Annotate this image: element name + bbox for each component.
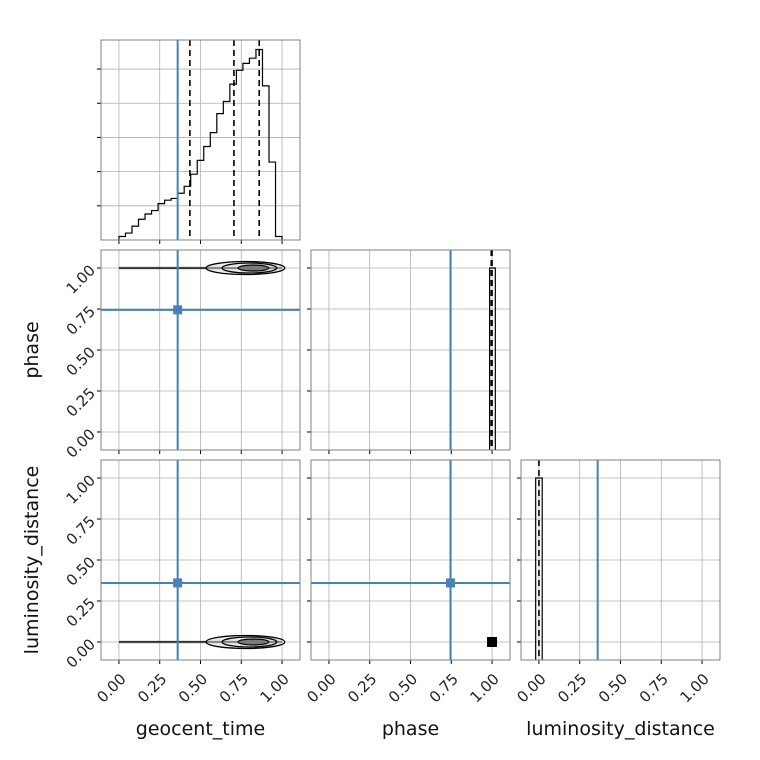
scatter-phase-luminosity-distance-grid <box>311 460 510 660</box>
scatter-phase-luminosity-distance-xticklabel-3: 0.75 <box>426 670 462 706</box>
hist-phase-step <box>489 267 496 450</box>
scatter-geocent-time-luminosity-distance-yticklabel-2: 0.50 <box>63 553 99 589</box>
hist-luminosity-distance-xticklabel-0: 0.00 <box>513 670 549 706</box>
scatter-phase-luminosity-distance-point <box>487 636 498 647</box>
hist-luminosity-distance-frame <box>520 459 721 661</box>
hist-luminosity-distance-xticklabel-1: 0.25 <box>554 670 590 706</box>
scatter-phase-luminosity-distance-xticklabel-4: 1.00 <box>466 670 502 706</box>
scatter-geocent-time-luminosity-distance-contour-inner <box>237 638 270 646</box>
scatter-phase-luminosity-distance-frame <box>310 459 511 661</box>
scatter-geocent-time-luminosity-distance-yticklabel-4: 1.00 <box>63 471 99 507</box>
hist-geocent-time-grid <box>118 40 283 240</box>
hist-luminosity-distance-xticklabel-4: 1.00 <box>676 670 712 706</box>
hist-phase-frame <box>310 249 511 451</box>
scatter-geocent-time-phase-yticklabel-2: 0.50 <box>63 343 99 379</box>
hist-geocent-time-step <box>118 48 283 240</box>
hist-luminosity-distance-step <box>535 477 543 660</box>
scatter-geocent-time-phase-contour-inner <box>237 264 270 272</box>
hist-geocent-time-frame <box>100 39 301 241</box>
ylabel-phase: phase <box>21 321 43 378</box>
scatter-geocent-time-phase-yticklabel-3: 0.75 <box>63 302 99 338</box>
hist-phase-grid <box>311 250 510 450</box>
scatter-geocent-time-luminosity-distance-grid <box>101 460 300 660</box>
scatter-geocent-time-luminosity-distance-xticklabel-4: 1.00 <box>256 670 292 706</box>
scatter-geocent-time-luminosity-distance-truth-marker <box>173 578 183 588</box>
xlabel-phase: phase <box>382 718 439 740</box>
scatter-geocent-time-luminosity-distance-xticklabel-1: 0.25 <box>134 670 170 706</box>
scatter-geocent-time-phase-frame <box>100 249 301 451</box>
scatter-geocent-time-phase-yticklabel-0: 0.00 <box>63 425 99 461</box>
hist-luminosity-distance-grid <box>521 460 720 660</box>
scatter-geocent-time-phase-grid <box>101 250 300 450</box>
hist-luminosity-distance-xticklabel-3: 0.75 <box>636 670 672 706</box>
scatter-geocent-time-luminosity-distance-xticklabel-0: 0.00 <box>93 670 129 706</box>
scatter-phase-luminosity-distance-truth-marker <box>445 578 455 588</box>
scatter-geocent-time-luminosity-distance-xticklabel-2: 0.50 <box>175 670 211 706</box>
scatter-phase-luminosity-distance-xticklabel-0: 0.00 <box>303 670 339 706</box>
hist-luminosity-distance-xticklabel-2: 0.50 <box>595 670 631 706</box>
scatter-phase-luminosity-distance-xticklabel-1: 0.25 <box>344 670 380 706</box>
xlabel-luminosity-distance: luminosity_distance <box>526 718 715 740</box>
scatter-geocent-time-luminosity-distance-yticklabel-3: 0.75 <box>63 512 99 548</box>
scatter-geocent-time-luminosity-distance-xticklabel-3: 0.75 <box>216 670 252 706</box>
scatter-geocent-time-luminosity-distance-contour-mid <box>221 636 278 648</box>
scatter-geocent-time-luminosity-distance-frame <box>100 459 301 661</box>
scatter-geocent-time-luminosity-distance-yticklabel-1: 0.25 <box>63 594 99 630</box>
scatter-geocent-time-luminosity-distance-yticklabel-0: 0.00 <box>63 635 99 671</box>
scatter-geocent-time-phase-truth-marker <box>173 305 183 315</box>
scatter-geocent-time-phase-yticklabel-1: 0.25 <box>63 384 99 420</box>
xlabel-geocent-time: geocent_time <box>136 718 265 740</box>
scatter-geocent-time-phase-yticklabel-4: 1.00 <box>63 261 99 297</box>
scatter-phase-luminosity-distance-xticklabel-2: 0.50 <box>385 670 421 706</box>
scatter-geocent-time-phase-contour-mid <box>221 262 278 274</box>
ylabel-luminosity-distance: luminosity_distance <box>21 466 43 655</box>
